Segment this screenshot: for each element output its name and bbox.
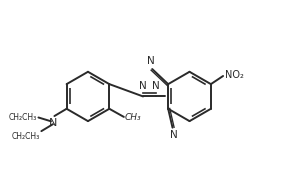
Text: N: N bbox=[147, 56, 155, 66]
Text: CH₃: CH₃ bbox=[125, 113, 142, 122]
Text: N: N bbox=[152, 81, 160, 91]
Text: CH₂CH₃: CH₂CH₃ bbox=[12, 132, 40, 141]
Text: N: N bbox=[170, 130, 178, 140]
Text: NO₂: NO₂ bbox=[225, 70, 244, 80]
Text: CH₂CH₃: CH₂CH₃ bbox=[9, 113, 37, 122]
Text: N: N bbox=[49, 118, 57, 128]
Text: N: N bbox=[139, 81, 147, 91]
